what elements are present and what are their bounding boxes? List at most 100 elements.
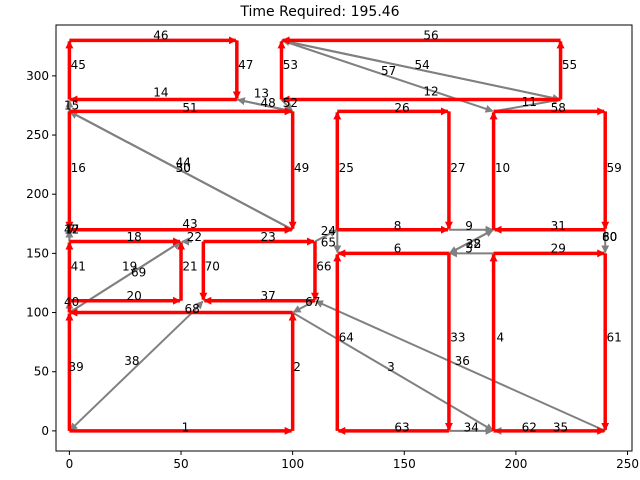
edge-68: [191, 300, 204, 314]
edge-label: 17: [64, 223, 79, 237]
edge-label: 22: [187, 230, 202, 244]
y-tick-label: 150: [26, 246, 49, 260]
y-tick-label: 300: [26, 69, 49, 83]
edge-label: 47: [238, 58, 253, 72]
edge-label: 39: [68, 360, 83, 374]
edge-label: 28: [466, 237, 481, 251]
edge-label: 35: [553, 420, 568, 434]
edge-label: 12: [423, 84, 438, 98]
x-tick-label: 100: [281, 457, 304, 471]
edge-label: 5: [465, 242, 473, 256]
edge-32: [448, 228, 495, 254]
edge-label: 25: [339, 161, 354, 175]
edge-label: 69: [131, 265, 146, 279]
edge-label: 55: [562, 58, 577, 72]
edge-label: 63: [394, 420, 409, 434]
edge-38: [69, 311, 193, 431]
edge-label: 58: [551, 101, 566, 115]
x-tick-label: 250: [616, 457, 639, 471]
edge-label: 16: [71, 161, 86, 175]
x-tick-label: 150: [393, 457, 416, 471]
edge-48: [236, 97, 293, 113]
edge-label: 9: [465, 219, 473, 233]
edge-label: 60: [602, 230, 617, 244]
edge-30: [69, 110, 294, 231]
edge-label: 67: [305, 295, 320, 309]
edge-label: 15: [64, 98, 79, 112]
edge-label: 68: [185, 302, 200, 316]
edge-label: 23: [260, 230, 275, 244]
y-tick-label: 50: [34, 365, 49, 379]
edge-label: 50: [176, 161, 191, 175]
edge-label: 11: [522, 95, 537, 109]
edge-label: 37: [260, 289, 275, 303]
edge-label: 24: [321, 224, 336, 238]
edge-65: [314, 229, 338, 243]
edge-label: 3: [387, 360, 395, 374]
edge-label: 30: [176, 161, 191, 175]
edge-label: 53: [283, 58, 298, 72]
x-tick-label: 200: [504, 457, 527, 471]
edge-label: 42: [64, 223, 79, 237]
edge-label: 41: [71, 259, 86, 273]
edge-label: 13: [254, 87, 269, 101]
edge-label: 29: [551, 242, 566, 256]
edge-label: 44: [176, 155, 191, 169]
edge-label: 19: [122, 259, 137, 273]
x-tick-label: 0: [66, 457, 74, 471]
edge-label: 56: [423, 29, 438, 43]
edge-label: 59: [606, 161, 621, 175]
edge-57: [281, 38, 561, 101]
edge-36: [314, 300, 606, 432]
y-tick-label: 100: [26, 306, 49, 320]
edge-label: 38: [124, 354, 139, 368]
edge-label: 49: [294, 161, 309, 175]
plot-frame: [55, 24, 633, 452]
edge-label: 1: [182, 420, 190, 434]
edge-label: 45: [71, 58, 86, 72]
edge-label: 61: [606, 330, 621, 344]
edge-label: 2: [293, 360, 301, 374]
x-tick-label: 50: [173, 457, 188, 471]
edge-label: 48: [260, 96, 275, 110]
edge-label: 33: [450, 330, 465, 344]
edge-label: 20: [126, 289, 141, 303]
edge-label: 57: [381, 64, 396, 78]
edge-label: 21: [182, 259, 197, 273]
edge-label: 64: [339, 330, 354, 344]
edge-label: 32: [466, 237, 481, 251]
edge-label: 43: [182, 217, 197, 231]
edge-label: 27: [450, 161, 465, 175]
y-tick-label: 250: [26, 128, 49, 142]
edge-label: 65: [321, 236, 336, 250]
edge-label: 52: [283, 96, 298, 110]
edge-label: 4: [496, 330, 504, 344]
edge-label: 62: [522, 420, 537, 434]
edge-3: [292, 311, 494, 432]
edge-label: 10: [495, 161, 510, 175]
y-tick-label: 0: [41, 424, 49, 438]
edge-label: 26: [394, 101, 409, 115]
edge-67: [292, 299, 316, 313]
edge-label: 54: [414, 58, 429, 72]
edge-11: [493, 97, 561, 113]
y-tick-label: 200: [26, 187, 49, 201]
edge-label: 31: [551, 219, 566, 233]
edge-label: 51: [182, 101, 197, 115]
edge-label: 46: [153, 29, 168, 43]
edge-label: 66: [316, 259, 331, 273]
edge-label: 70: [205, 259, 220, 273]
edge-label: 40: [64, 295, 79, 309]
edge-label: 34: [464, 420, 479, 434]
edges-layer: [65, 36, 610, 435]
edge-label: 14: [153, 85, 168, 99]
edge-label: 36: [455, 354, 470, 368]
chart-title: Time Required: 195.46: [239, 4, 399, 20]
edge-label: 18: [126, 230, 141, 244]
edge-label: 8: [394, 219, 402, 233]
edge-label: 80: [602, 230, 617, 244]
edge-label: 6: [394, 242, 402, 256]
